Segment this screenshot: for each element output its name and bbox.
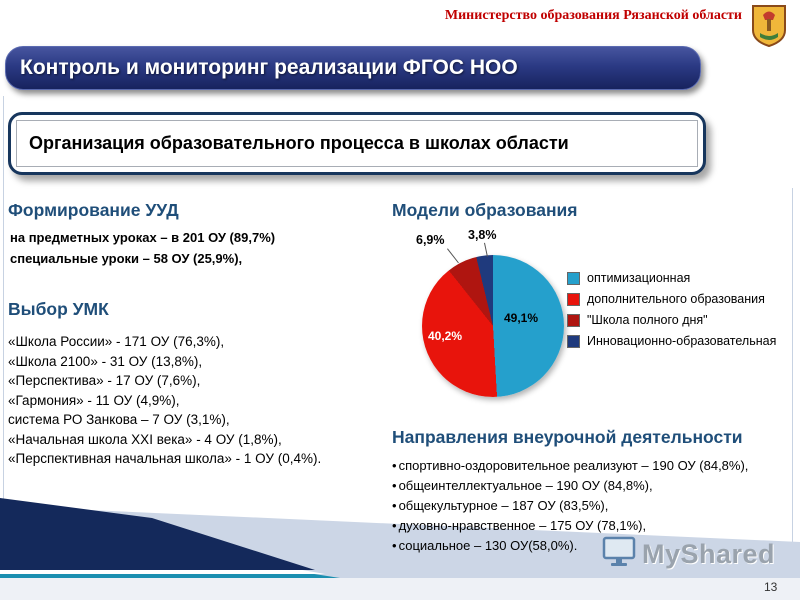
direction-list-item: общекультурное – 187 ОУ (83,5%), xyxy=(392,496,792,516)
page-number: 13 xyxy=(764,580,778,594)
umk-list-item: «Школа 2100» - 31 ОУ (13,8%), xyxy=(8,353,203,369)
uud-heading: Формирование УУД xyxy=(8,200,179,220)
left-column: Формирование УУД на предметных уроках – … xyxy=(8,200,390,469)
legend-label: дополнительного образования xyxy=(587,292,765,306)
legend-label: оптимизационная xyxy=(587,271,691,285)
direction-list-item: спортивно-оздоровительное реализуют – 19… xyxy=(392,456,792,476)
legend-item: дополнительного образования xyxy=(567,292,776,306)
pie-chart-area: 6,9% 3,8% 49,1% 40,2% оптимизационная до… xyxy=(392,227,792,425)
umk-list-item: «Начальная школа XXI века» - 4 ОУ (1,8%)… xyxy=(8,431,282,447)
bottom-strip xyxy=(0,578,800,600)
umk-list-item: «Гармония» - 11 ОУ (4,9%), xyxy=(8,392,180,408)
monitor-icon xyxy=(602,536,638,573)
subtitle-inner-frame: Организация образовательного процесса в … xyxy=(16,120,698,167)
pie-label-innovation: 3,8% xyxy=(468,228,497,242)
ryazan-coat-of-arms-icon xyxy=(750,3,788,49)
legend-swatch xyxy=(567,292,580,306)
umk-heading: Выбор УМК xyxy=(8,299,109,319)
legend-item: оптимизационная xyxy=(567,271,776,285)
subtitle-text: Организация образовательного процесса в … xyxy=(29,133,569,153)
umk-list-item: «Перспективная начальная школа» - 1 ОУ (… xyxy=(8,451,322,466)
slide-title-banner: Контроль и мониторинг реализации ФГОС НО… xyxy=(5,46,701,90)
pie-label-dop-education: 40,2% xyxy=(428,329,463,343)
slide-frame-line-right xyxy=(792,188,793,544)
uud-line: на предметных уроках – в 201 ОУ (89,7%) xyxy=(10,230,276,245)
umk-list-item: система РО Занкова – 7 ОУ (3,1%), xyxy=(8,412,230,427)
slide-frame-line-left xyxy=(3,96,4,546)
legend-swatch xyxy=(567,271,580,285)
pie-label-school-full-day: 6,9% xyxy=(416,233,445,247)
legend-label: "Школа полного дня" xyxy=(587,313,708,327)
uud-lines: на предметных уроках – в 201 ОУ (89,7%) с… xyxy=(10,227,390,269)
ministry-title: Министерство образования Рязанской облас… xyxy=(444,8,742,23)
legend-item: "Школа полного дня" xyxy=(567,313,776,327)
umk-list-item: «Перспектива» - 17 ОУ (7,6%), xyxy=(8,373,201,388)
models-heading: Модели образования xyxy=(392,200,578,220)
slide-title: Контроль и мониторинг реализации ФГОС НО… xyxy=(20,56,518,79)
legend-swatch xyxy=(567,334,580,348)
legend-item: Инновационно-образовательная xyxy=(567,334,776,348)
umk-list-item: «Школа России» - 171 ОУ (76,3%), xyxy=(8,334,225,349)
chart-legend: оптимизационная дополнительного образова… xyxy=(567,271,776,355)
directions-heading: Направления внеурочной деятельности xyxy=(392,427,743,447)
legend-label: Инновационно-образовательная xyxy=(587,334,777,348)
myshared-logo-text: MyShared xyxy=(642,539,776,569)
pie-chart xyxy=(422,255,564,397)
right-column: Модели образования 6,9% 3,8% 49,1% 40,2%… xyxy=(392,200,792,556)
subtitle-box: Организация образовательного процесса в … xyxy=(8,112,706,175)
pie-label-optimization: 49,1% xyxy=(504,311,539,325)
direction-list-item: общеинтеллектуальное – 190 ОУ (84,8%), xyxy=(392,476,792,496)
uud-line: специальные уроки – 58 ОУ (25,9%), xyxy=(10,251,243,266)
direction-list-item: духовно-нравственное – 175 ОУ (78,1%), xyxy=(392,516,792,536)
legend-swatch xyxy=(567,313,580,327)
umk-list: «Школа России» - 171 ОУ (76,3%), «Школа 2… xyxy=(8,332,390,469)
leader-line-69 xyxy=(447,248,459,264)
myshared-watermark: MyShared xyxy=(602,536,775,573)
